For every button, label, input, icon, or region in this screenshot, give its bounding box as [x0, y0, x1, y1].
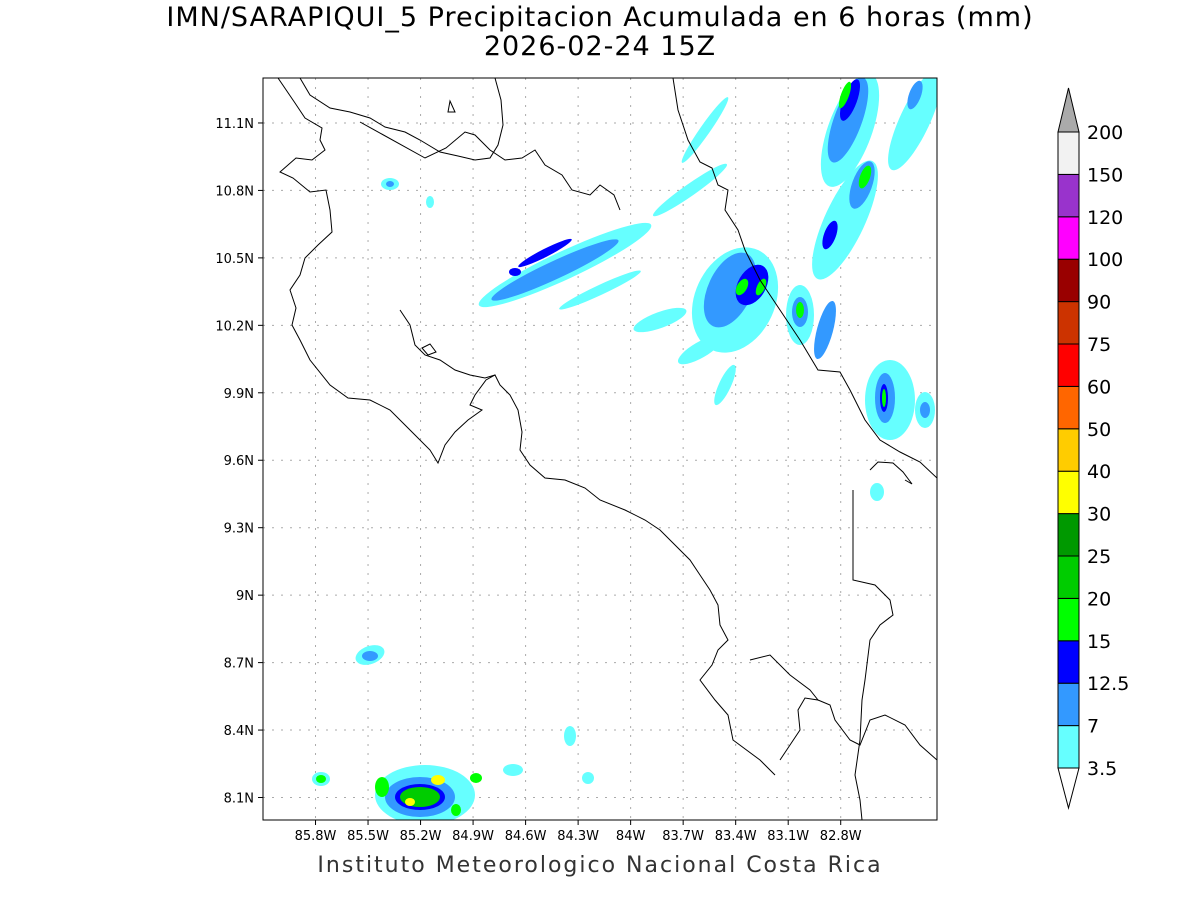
colorbar-label: 25 [1087, 546, 1111, 568]
lon-tick-label: 85.2W [400, 829, 442, 844]
colorbar-swatch [1057, 640, 1080, 684]
lon-tick-label: 84W [616, 829, 646, 844]
golfo-dulce-coastline [749, 654, 820, 761]
lon-tick-label: 84.9W [452, 829, 494, 844]
lat-tick-label: 10.5N [215, 252, 254, 267]
colorbar-swatch [1057, 216, 1080, 260]
bocas-coastline [869, 461, 913, 485]
precip-cell [316, 775, 326, 783]
colorbar-under-triangle [1057, 767, 1080, 810]
colorbar-swatch [1057, 343, 1080, 387]
axis-ticks: 85.8W 85.5W 85.2W 84.9W 84.6W 84.3W 84W 83.7W 83… [215, 117, 861, 844]
map-valid-time: 2026-02-24 15Z [483, 31, 717, 62]
colorbar-label: 60 [1087, 376, 1111, 398]
colorbar-label: 75 [1087, 334, 1111, 356]
colorbar-swatch [1057, 173, 1080, 218]
map-title: IMN/SARAPIQUI_5 Precipitacion Acumulada … [166, 2, 1034, 33]
colorbar-over-triangle [1057, 87, 1080, 133]
lon-tick-label: 84.6W [505, 829, 547, 844]
plot-frame [262, 77, 938, 821]
precip-cell [426, 196, 434, 208]
gridlines [263, 78, 937, 820]
colorbar-label: 12.5 [1087, 673, 1129, 695]
precip-cell [503, 764, 523, 776]
costa-rica-panama-border [852, 490, 894, 820]
pacific-coastline [277, 78, 776, 776]
lat-tick-label: 9N [236, 589, 254, 604]
colorbar-label: 200 [1087, 122, 1123, 144]
precip-cell [375, 765, 482, 820]
colorbar-swatch [1057, 385, 1080, 430]
panama-pacific-coastline [817, 699, 937, 761]
colorbar-swatch [1057, 555, 1080, 599]
colorbar-label: 20 [1087, 588, 1111, 610]
precip-cell [786, 285, 836, 360]
precip-cell [564, 726, 576, 746]
colorbar-label: 120 [1087, 207, 1123, 229]
precip-cell [362, 651, 378, 661]
colorbar-label: 50 [1087, 419, 1111, 441]
island [447, 99, 456, 113]
colorbar-label: 40 [1087, 461, 1111, 483]
lon-tick-label: 85.5W [347, 829, 389, 844]
colorbar-label: 3.5 [1087, 758, 1117, 780]
colorbar-label: 30 [1087, 504, 1111, 526]
precip-cell [478, 97, 729, 310]
lat-tick-label: 8.4N [224, 724, 254, 739]
colorbar-swatch [1057, 513, 1080, 557]
island [421, 343, 437, 356]
colorbar: 3.5 7 12.5 15 20 25 30 40 50 60 75 90 100 120 150 200 [1057, 87, 1129, 810]
caribbean-coastline [672, 78, 937, 479]
precip-cell [812, 78, 937, 280]
colorbar-swatch [1057, 301, 1080, 345]
colorbar-swatch [1057, 597, 1080, 642]
lat-tick-label: 8.1N [224, 792, 254, 807]
colorbar-swatch [1057, 725, 1080, 769]
lake-nicaragua-shore [299, 78, 504, 161]
lat-tick-label: 11.1N [215, 117, 254, 132]
colorbar-label: 100 [1087, 249, 1123, 271]
lon-tick-label: 82.8W [820, 829, 862, 844]
colorbar-label: 90 [1087, 292, 1111, 314]
precip-cell [865, 360, 935, 501]
precip-cell [582, 772, 594, 784]
colorbar-label: 7 [1087, 716, 1099, 738]
colorbar-swatch [1057, 470, 1080, 515]
lat-tick-label: 9.3N [224, 522, 254, 537]
nicaragua-costa-rica-border [359, 121, 621, 211]
lat-tick-label: 9.6N [224, 454, 254, 469]
nicoya-gulf-coastline [399, 309, 496, 379]
colorbar-swatch [1057, 428, 1080, 472]
colorbar-swatch [1057, 258, 1080, 303]
lat-tick-label: 8.7N [224, 657, 254, 672]
colorbar-swatch [1057, 682, 1080, 727]
colorbar-label: 15 [1087, 631, 1111, 653]
lon-tick-label: 83.1W [767, 829, 809, 844]
lat-tick-label: 10.2N [215, 319, 254, 334]
lon-tick-label: 83.4W [715, 829, 757, 844]
colorbar-label: 150 [1087, 164, 1123, 186]
lat-tick-label: 9.9N [224, 387, 254, 402]
precip-cell [386, 181, 394, 187]
lat-tick-label: 10.8N [215, 184, 254, 199]
lon-tick-label: 83.7W [662, 829, 704, 844]
lon-tick-label: 84.3W [557, 829, 599, 844]
precip-cell [633, 247, 779, 406]
lon-tick-label: 85.8W [295, 829, 337, 844]
colorbar-swatch [1057, 131, 1080, 175]
coastlines [277, 78, 937, 820]
precipitation-field [312, 78, 937, 820]
footer-credit: Instituto Meteorologico Nacional Costa R… [317, 853, 883, 878]
